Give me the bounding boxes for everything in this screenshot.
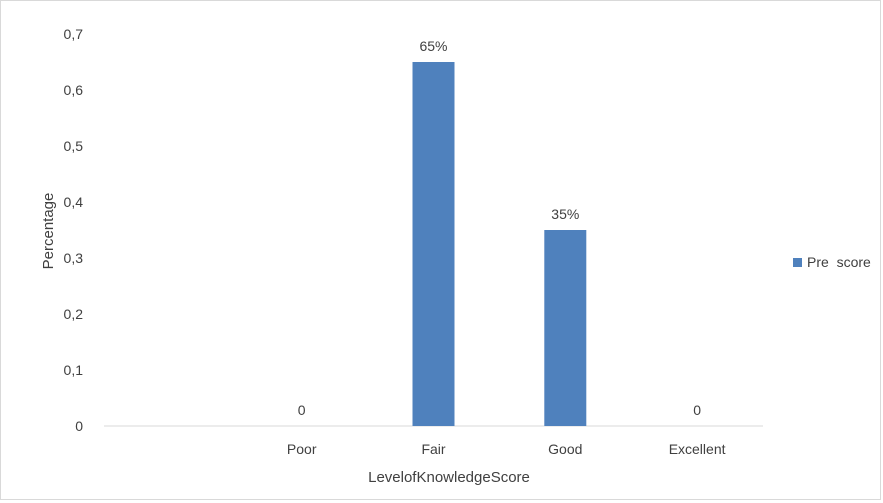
data-label: 0	[693, 402, 701, 418]
x-tick-label: Excellent	[669, 441, 726, 457]
data-label: 65%	[419, 38, 447, 54]
y-tick-label: 0,4	[64, 194, 84, 210]
data-label: 0	[298, 402, 306, 418]
y-tick-label: 0,7	[64, 26, 84, 42]
y-tick-label: 0,6	[64, 82, 84, 98]
legend-swatch	[793, 258, 802, 267]
y-tick-labels: 0 0,1 0,2 0,3 0,4 0,5 0,6 0,7	[64, 26, 84, 434]
bars	[412, 62, 587, 426]
x-tick-labels: Poor Fair Good Excellent	[287, 441, 726, 457]
y-tick-label: 0	[75, 418, 83, 434]
bar	[412, 62, 455, 426]
y-tick-label: 0,1	[64, 362, 84, 378]
x-axis-title: LevelofKnowledgeScore	[368, 469, 530, 486]
data-label: 35%	[551, 206, 579, 222]
y-axis-title: Percentage	[40, 193, 57, 270]
legend-label: Pre score	[807, 254, 871, 270]
legend: Pre score	[793, 254, 871, 270]
y-tick-label: 0,3	[64, 250, 84, 266]
y-tick-label: 0,5	[64, 138, 84, 154]
x-tick-label: Fair	[421, 441, 445, 457]
x-tick-label: Good	[548, 441, 582, 457]
bar	[544, 230, 587, 426]
y-tick-label: 0,2	[64, 306, 84, 322]
data-labels: 0 65% 35% 0	[298, 38, 701, 418]
x-tick-label: Poor	[287, 441, 317, 457]
